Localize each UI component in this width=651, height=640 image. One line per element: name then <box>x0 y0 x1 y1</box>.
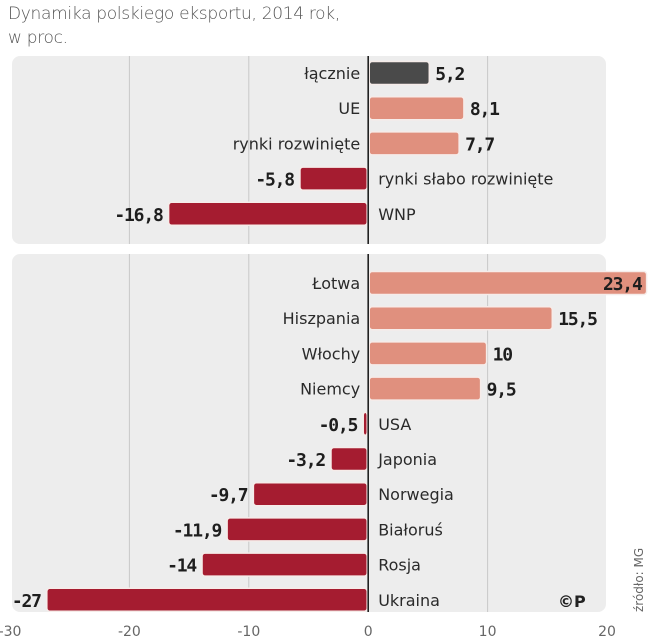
source-note: źródło: MG <box>632 548 646 612</box>
value-label: -27 <box>12 591 41 612</box>
value-label: 15,5 <box>558 309 597 330</box>
category-label: łącznie <box>304 64 360 83</box>
bar <box>46 587 368 613</box>
category-label: Niemcy <box>300 380 360 399</box>
publisher-logo: ©P <box>558 592 586 611</box>
value-label: -14 <box>167 556 197 577</box>
bar <box>368 376 482 401</box>
category-label: rynki słabo rozwinięte <box>378 170 553 189</box>
value-label: 10 <box>493 344 513 365</box>
value-label: -16,8 <box>114 205 163 226</box>
value-label: 7,7 <box>465 134 494 155</box>
x-tick-label: 20 <box>598 624 616 640</box>
chart-title: Dynamika polskiego eksportu, 2014 rok, <box>8 4 340 24</box>
bar <box>368 131 460 156</box>
category-label: Włochy <box>302 344 361 363</box>
category-label: Ukraina <box>378 591 440 610</box>
x-tick-label: 10 <box>479 624 497 640</box>
value-label: 23,4 <box>603 274 643 295</box>
x-tick-label: -30 <box>0 624 21 640</box>
bar <box>368 95 465 121</box>
bar <box>368 270 648 296</box>
x-tick-label: -20 <box>118 624 141 640</box>
bar <box>368 60 431 86</box>
category-label: Norwegia <box>378 485 454 504</box>
bar <box>368 341 488 366</box>
category-label: Hiszpania <box>283 309 361 328</box>
category-label: Białoruś <box>378 520 443 539</box>
bar <box>226 517 368 542</box>
category-label: rynki rozwinięte <box>233 134 360 153</box>
x-tick-label: -10 <box>237 624 260 640</box>
category-label: Łotwa <box>311 274 360 293</box>
bar <box>330 446 368 472</box>
value-label: 8,1 <box>470 99 499 120</box>
category-label: WNP <box>378 205 416 224</box>
chart-subtitle: w proc. <box>8 28 68 48</box>
bar <box>201 552 368 577</box>
category-label: Japonia <box>377 450 437 469</box>
chart-title-block: Dynamika polskiego eksportu, 2014 rok, w… <box>8 2 340 50</box>
category-label: UE <box>338 99 360 118</box>
bar <box>368 305 554 331</box>
value-label: -0,5 <box>319 415 358 436</box>
category-label: Rosja <box>378 556 421 575</box>
value-label: -9,7 <box>209 485 248 506</box>
bar <box>299 166 368 191</box>
value-label: -3,2 <box>286 450 325 471</box>
x-tick-label: 0 <box>364 624 373 640</box>
bar <box>252 481 368 507</box>
value-label: 5,2 <box>435 64 464 85</box>
value-label: 9,5 <box>487 380 516 401</box>
category-label: USA <box>378 415 411 434</box>
value-label: -5,8 <box>255 170 294 191</box>
bar <box>362 411 368 437</box>
value-label: -11,9 <box>173 520 222 541</box>
bar <box>167 201 368 227</box>
